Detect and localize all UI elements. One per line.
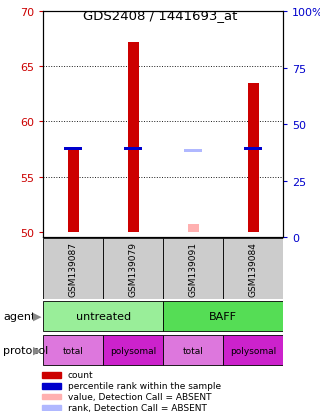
FancyBboxPatch shape [163,335,223,365]
Text: agent: agent [3,311,36,321]
Bar [188,224,199,232]
FancyBboxPatch shape [223,238,283,299]
Text: ▶: ▶ [33,311,41,321]
Bar [43,383,61,389]
Text: polysomal: polysomal [230,346,276,355]
Text: GDS2408 / 1441693_at: GDS2408 / 1441693_at [83,9,237,22]
Bar [64,148,82,150]
FancyBboxPatch shape [103,335,163,365]
Text: GSM139079: GSM139079 [129,241,138,296]
Text: ▶: ▶ [33,345,41,355]
FancyBboxPatch shape [163,238,223,299]
Text: polysomal: polysomal [110,346,156,355]
Bar [128,43,139,232]
Bar [68,149,79,232]
Text: percentile rank within the sample: percentile rank within the sample [68,381,221,390]
Text: total: total [183,346,204,355]
Text: total: total [63,346,84,355]
Text: GSM139087: GSM139087 [69,241,78,296]
Text: GSM139084: GSM139084 [249,241,258,296]
FancyBboxPatch shape [103,238,163,299]
FancyBboxPatch shape [223,335,283,365]
FancyBboxPatch shape [43,238,103,299]
Text: GSM139091: GSM139091 [189,241,198,296]
Text: rank, Detection Call = ABSENT: rank, Detection Call = ABSENT [68,403,207,412]
Text: BAFF: BAFF [209,311,237,321]
Bar [248,84,259,232]
Bar [124,148,142,150]
Text: count: count [68,370,93,379]
Bar [43,373,61,378]
Bar [184,150,202,152]
FancyBboxPatch shape [163,301,283,331]
Text: untreated: untreated [76,311,131,321]
Bar [43,405,61,410]
FancyBboxPatch shape [43,335,103,365]
Text: protocol: protocol [3,345,48,355]
FancyBboxPatch shape [43,301,163,331]
Text: value, Detection Call = ABSENT: value, Detection Call = ABSENT [68,392,212,401]
Bar [244,148,262,150]
Bar [43,394,61,399]
